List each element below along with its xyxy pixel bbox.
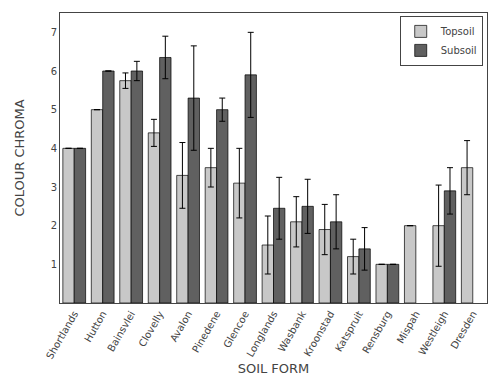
- svg-text:SOIL FORM: SOIL FORM: [238, 361, 310, 376]
- svg-text:Katspruit: Katspruit: [333, 309, 365, 354]
- svg-text:1: 1: [51, 259, 57, 270]
- svg-text:COLOUR CHROMA: COLOUR CHROMA: [12, 99, 27, 216]
- svg-text:4: 4: [51, 143, 57, 154]
- svg-text:Longlands: Longlands: [245, 309, 280, 359]
- svg-text:Bainsvlei: Bainsvlei: [105, 309, 137, 353]
- svg-text:Topsoil: Topsoil: [440, 26, 475, 37]
- svg-text:Avalon: Avalon: [168, 309, 194, 344]
- svg-text:Westleigh: Westleigh: [416, 309, 450, 357]
- svg-text:Pinedene: Pinedene: [190, 309, 223, 354]
- svg-text:Kroonstad: Kroonstad: [302, 309, 337, 358]
- svg-text:6: 6: [51, 66, 57, 77]
- svg-text:Mispah: Mispah: [395, 309, 422, 345]
- svg-text:7: 7: [51, 27, 57, 38]
- svg-text:Hutton: Hutton: [82, 309, 109, 344]
- svg-text:Wasbank: Wasbank: [276, 309, 308, 354]
- svg-text:2: 2: [51, 220, 57, 231]
- svg-text:Clovelly: Clovelly: [136, 309, 165, 349]
- svg-text:Subsoil: Subsoil: [441, 45, 477, 56]
- svg-text:3: 3: [51, 182, 57, 193]
- svg-text:Rensburg: Rensburg: [360, 309, 393, 355]
- svg-text:Glencoe: Glencoe: [221, 309, 251, 350]
- svg-text:5: 5: [51, 104, 57, 115]
- svg-text:Dresden: Dresden: [448, 309, 478, 351]
- svg-text:Shortlands: Shortlands: [44, 309, 80, 361]
